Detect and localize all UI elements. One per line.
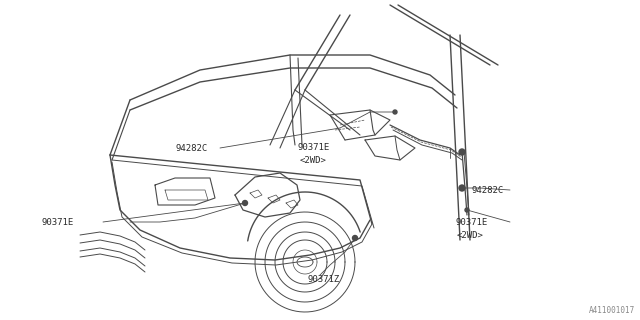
Text: <2WD>: <2WD>: [300, 156, 327, 164]
Circle shape: [459, 149, 465, 155]
Text: <2WD>: <2WD>: [457, 230, 484, 239]
Circle shape: [243, 202, 246, 204]
Text: 94282C: 94282C: [472, 186, 504, 195]
Circle shape: [465, 208, 469, 212]
Text: 90371E: 90371E: [298, 142, 330, 151]
Text: 90371E: 90371E: [42, 218, 74, 227]
Text: 90371Z: 90371Z: [308, 276, 340, 284]
Circle shape: [460, 186, 464, 190]
Text: 94282C: 94282C: [175, 143, 207, 153]
Circle shape: [459, 185, 465, 191]
Circle shape: [243, 201, 248, 205]
Circle shape: [353, 236, 358, 241]
Text: A411001017: A411001017: [589, 306, 635, 315]
Circle shape: [393, 110, 397, 114]
Text: 90371E: 90371E: [455, 218, 487, 227]
